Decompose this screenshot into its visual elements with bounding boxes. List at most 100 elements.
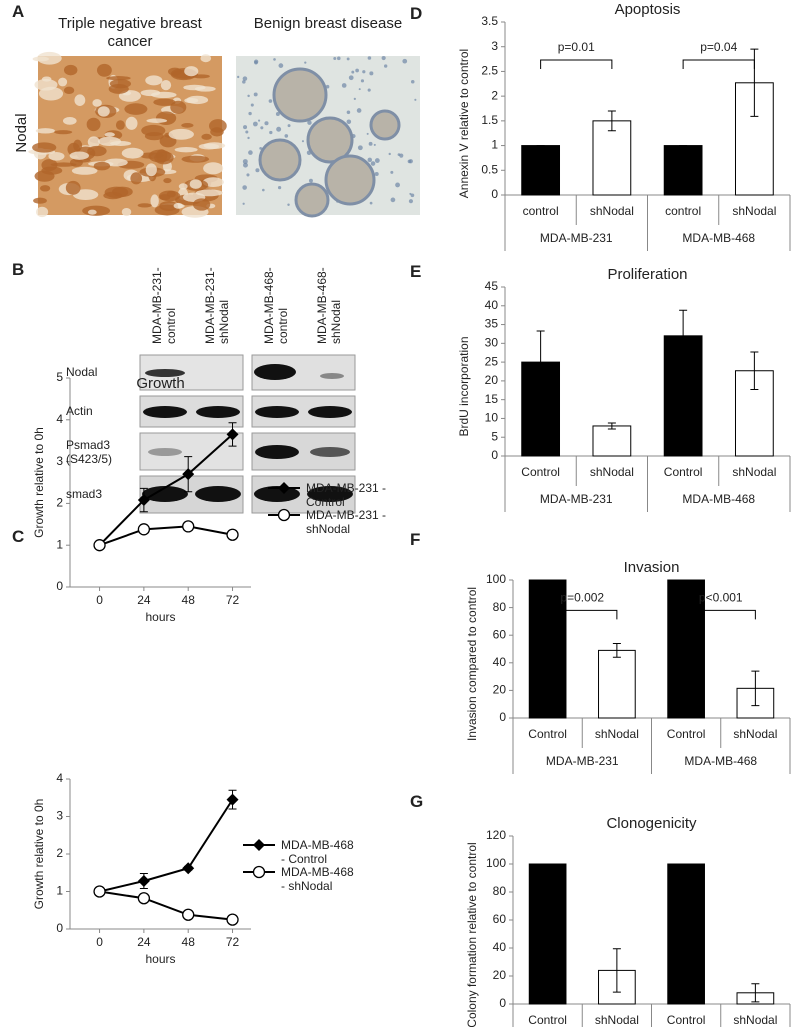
group-label: MDA-MB-468 — [682, 231, 755, 245]
p-value: p=0.01 — [558, 40, 595, 54]
tissue-cell — [86, 117, 101, 132]
tissue-cell — [189, 179, 202, 189]
tissue-cell — [248, 150, 253, 155]
y-tick-label: 1 — [491, 138, 498, 152]
tissue-cell — [308, 178, 313, 183]
tissue-cell — [388, 152, 391, 156]
marker — [137, 494, 150, 507]
tissue-cell — [33, 197, 47, 204]
y-tick-label: 0 — [491, 448, 498, 462]
y-tick-label: 1 — [56, 537, 63, 551]
tissue-cell — [65, 180, 81, 195]
tissue-cell — [260, 126, 264, 130]
panel-label: G — [410, 792, 424, 811]
y-tick-label: 0 — [56, 921, 63, 935]
tissue-cell — [346, 119, 352, 125]
x-tick-label: Control — [667, 1013, 706, 1027]
tissue-cell — [262, 188, 265, 192]
tissue-cell — [402, 58, 408, 64]
panel-label: A — [12, 2, 25, 21]
tissue-cell — [250, 103, 254, 107]
tissue-cell — [351, 70, 355, 74]
tissue-cell — [408, 199, 414, 204]
p-value: p<0.001 — [699, 591, 743, 605]
x-tick-label: shNodal — [595, 1013, 639, 1027]
tissue-cell — [355, 68, 359, 73]
blot-band — [145, 369, 185, 377]
tissue-cell — [410, 80, 415, 84]
y-tick-label: 60 — [493, 627, 507, 641]
tissue-cell — [369, 201, 373, 205]
x-tick-label: shNodal — [733, 1013, 777, 1027]
tissue-cell — [173, 202, 184, 209]
x-tick-label: control — [523, 204, 559, 218]
y-tick-label: 35 — [485, 317, 499, 331]
chart-title: Invasion — [624, 559, 680, 576]
marker — [137, 892, 151, 905]
blot-band — [142, 486, 188, 502]
tissue-cell — [35, 128, 55, 134]
x-tick-label: 48 — [182, 593, 196, 607]
tissue-cell — [278, 63, 284, 69]
y-tick-label: 80 — [493, 600, 507, 614]
panel-label: C — [12, 527, 25, 546]
tissue-cell — [248, 111, 252, 116]
y-tick-label: 20 — [485, 373, 499, 387]
y-axis-label: Colony formation relative to control — [465, 842, 479, 1027]
y-tick-label: 0 — [56, 579, 63, 593]
x-axis-label: hours — [145, 952, 175, 966]
tissue-cell — [304, 61, 307, 64]
bar — [598, 649, 636, 719]
tissue-cell — [254, 60, 258, 65]
y-axis-label: BrdU incorporation — [457, 336, 471, 436]
y-tick-label: 5 — [56, 370, 63, 384]
blot-row-label: smad3 — [66, 487, 103, 501]
tissue-cell — [146, 118, 168, 123]
tissue-cell — [269, 130, 273, 135]
tissue-cell — [200, 54, 212, 63]
y-tick-label: 20 — [493, 683, 507, 697]
lane-label: MDA-MB-231-shNodal — [203, 267, 231, 344]
tissue-cell — [145, 163, 157, 177]
y-tick-label: 0.5 — [481, 162, 498, 176]
tissue-cell — [258, 119, 261, 122]
tissue-cell — [168, 128, 194, 140]
image-title: Benign breast disease — [253, 15, 403, 32]
tissue-cell — [39, 185, 51, 192]
tissue-cell — [125, 116, 138, 130]
y-tick-label: 2 — [491, 88, 498, 102]
bar — [667, 863, 705, 1005]
x-tick-label: Control — [521, 465, 560, 479]
bar — [528, 863, 567, 1005]
chart-title: Proliferation — [607, 266, 687, 283]
tissue-cell — [93, 161, 111, 171]
x-tick-label: 72 — [226, 935, 240, 949]
tissue-cell — [97, 106, 110, 117]
x-tick-label: 24 — [137, 593, 151, 607]
x-tick-label: control — [665, 204, 701, 218]
marker — [226, 528, 239, 541]
group-label: MDA-MB-468 — [684, 754, 757, 768]
lane-label: MDA-MB-468-control — [262, 267, 290, 344]
y-tick-label: 0 — [499, 710, 506, 724]
y-axis-label: Growth relative to 0h — [32, 427, 46, 538]
legend-marker — [278, 482, 290, 494]
tissue-cell — [62, 117, 77, 125]
y-tick-label: 40 — [485, 298, 499, 312]
tissue-cell — [178, 183, 188, 190]
tissue-cell — [237, 75, 240, 79]
tissue-cell — [374, 171, 379, 177]
tissue-cell — [284, 134, 289, 138]
tissue-cell — [325, 84, 330, 89]
x-tick-label: shNodal — [595, 727, 639, 741]
marker — [182, 468, 195, 481]
tissue-cell — [243, 162, 248, 168]
tissue-cell — [408, 159, 413, 164]
y-tick-label: 3 — [491, 39, 498, 53]
image-title: Triple negative breast cancer — [58, 15, 202, 50]
lane-label: MDA-MB-231-control — [150, 267, 178, 344]
series-line — [99, 799, 234, 893]
y-axis-label: Annexin V relative to control — [457, 49, 471, 198]
y-tick-label: 25 — [485, 354, 499, 368]
